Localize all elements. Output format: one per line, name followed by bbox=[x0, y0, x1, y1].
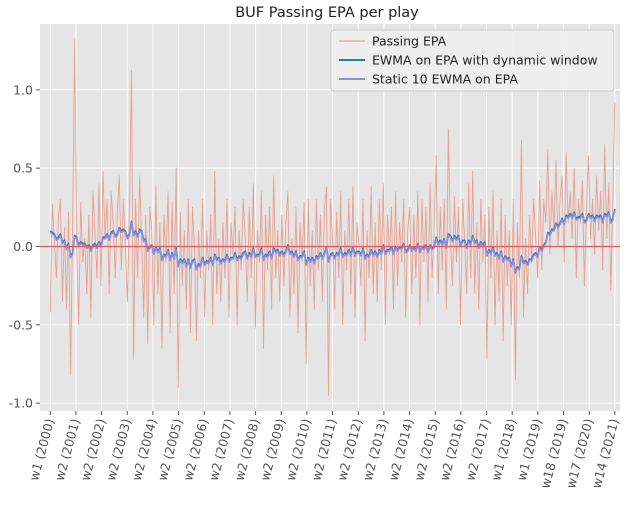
x-axis: w1 (2000)w2 (2001)w2 (2002)w2 (2003)w2 (… bbox=[26, 411, 622, 490]
y-axis: -1.0 -0.5 0.0 0.5 1.0 bbox=[9, 82, 40, 411]
series-line-passing-epa bbox=[49, 39, 616, 396]
legend: Passing EPA EWMA on EPA with dynamic win… bbox=[330, 29, 615, 92]
legend-label-passing-epa: Passing EPA bbox=[372, 34, 447, 49]
y-tick-label: 0.0 bbox=[13, 239, 33, 254]
chart-title: BUF Passing EPA per play bbox=[235, 5, 419, 21]
y-tick-label: 0.5 bbox=[13, 161, 33, 176]
series-line-static-ewma bbox=[49, 210, 616, 274]
y-tick-label: 1.0 bbox=[13, 82, 33, 97]
legend-box bbox=[330, 29, 615, 92]
series-layer bbox=[49, 39, 616, 396]
y-tick-label: -0.5 bbox=[9, 317, 33, 332]
y-tick-label: -1.0 bbox=[9, 396, 33, 411]
legend-label-dynamic-ewma: EWMA on EPA with dynamic window bbox=[372, 53, 598, 68]
legend-label-static-ewma: Static 10 EWMA on EPA bbox=[372, 72, 518, 87]
